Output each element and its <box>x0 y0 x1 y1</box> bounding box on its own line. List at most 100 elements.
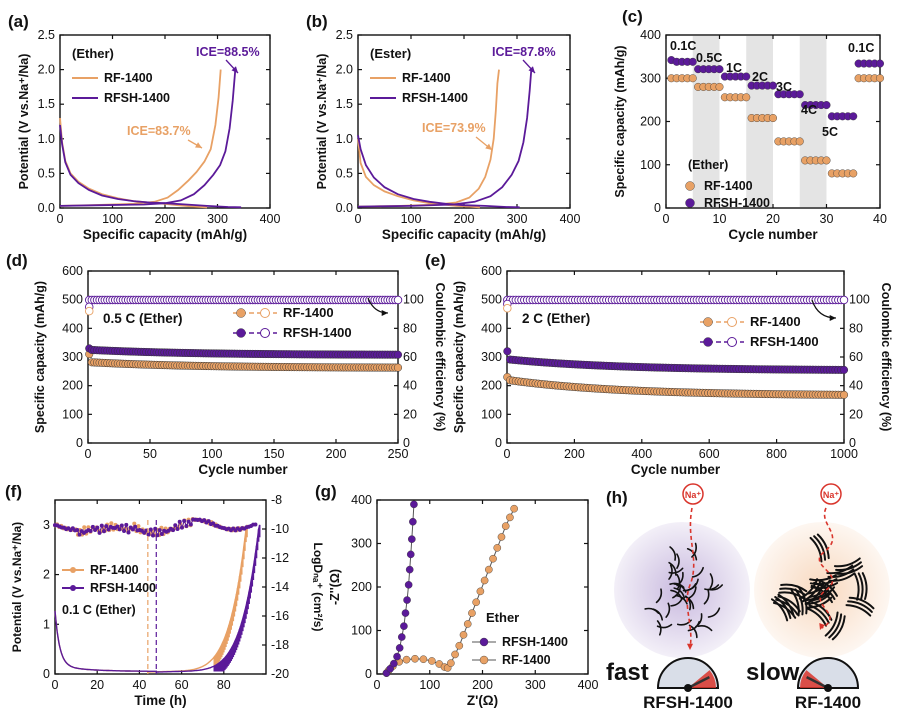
legend-label: RFSH-1400 <box>402 91 468 105</box>
nyquist-point-rf-1400 <box>455 641 464 650</box>
graphitic-layer <box>857 572 864 601</box>
efficiency-point <box>393 295 403 305</box>
rate-label: 0.1C <box>848 41 874 55</box>
y-axis-label: -Z''(Ω) <box>328 569 342 605</box>
diffusion-point <box>177 519 182 524</box>
legend-marker-open <box>260 328 270 338</box>
nyquist-point-rfsh-1400 <box>408 535 416 543</box>
y-tick-label: 400 <box>62 321 83 335</box>
diffusion-point <box>253 522 258 527</box>
panel-label: (c) <box>622 7 643 26</box>
graphitic-layer <box>813 535 827 561</box>
graphitic-layer <box>848 596 875 610</box>
arrow-head <box>195 142 202 148</box>
panel-label: (b) <box>306 12 328 31</box>
legend-label: RF-1400 <box>704 179 753 193</box>
diffusion-point <box>104 524 109 529</box>
y2-tick-label: 20 <box>403 407 417 421</box>
nyquist-point-rfsh-1400 <box>386 664 394 673</box>
y-tick-label: 100 <box>351 624 372 638</box>
legend-title: Ether <box>486 610 519 625</box>
rate-point-rf-1400 <box>822 156 831 165</box>
nyquist-line-rf-1400 <box>386 508 515 674</box>
y2-tick-label: -18 <box>271 638 289 652</box>
x-tick-label: 40 <box>132 678 146 692</box>
diffusion-point <box>122 528 127 533</box>
y-axis-label: Potential (V vs.Na⁺/Na) <box>17 54 31 190</box>
nyquist-point-rf-1400 <box>476 587 485 596</box>
graphitic-layer <box>809 536 823 563</box>
ion-path-fast <box>686 507 695 649</box>
arrow-head <box>686 643 694 650</box>
y-tick-label: 0.5 <box>38 166 55 180</box>
y2-tick-label: 80 <box>849 321 863 335</box>
y-axis-label: Specific capacity (mAh/g) <box>452 281 466 433</box>
diffusion-point <box>132 521 137 526</box>
rate-point-rfsh-1400 <box>742 72 751 81</box>
y2-tick-label: 40 <box>849 379 863 393</box>
carbon-strand <box>691 542 697 558</box>
rate-point-rf-1400 <box>795 137 804 146</box>
diffusion-point <box>150 533 155 538</box>
nyquist-point-rfsh-1400 <box>401 609 410 617</box>
y-tick-label: 300 <box>62 350 83 364</box>
graphitic-layer <box>816 533 830 560</box>
x-tick-label: 400 <box>560 212 581 226</box>
y2-tick-label: 40 <box>403 379 417 393</box>
y-tick-label: 0 <box>43 667 50 681</box>
y2-tick-label: 0 <box>403 436 410 450</box>
nyquist-point-rf-1400 <box>463 620 472 628</box>
legend-title: (Ether) <box>72 46 114 61</box>
rate-label: 0.1C <box>670 39 696 53</box>
carbon-strand <box>670 597 684 607</box>
graphitic-layer <box>777 593 795 617</box>
chart-f: 0 20 40 60 80 0 1 2 3 -20 -18 -16 -14 -12 -10 -8 Time (h… <box>5 482 325 708</box>
y2-tick-label: 20 <box>849 407 863 421</box>
y-tick-label: 300 <box>351 537 372 551</box>
arrow-head <box>231 66 238 73</box>
y2-tick-label: 60 <box>849 350 863 364</box>
x-axis-label: Cycle number <box>728 227 818 242</box>
nyquist-point-rfsh-1400 <box>405 565 414 574</box>
condition-label: 0.5 C (Ether) <box>103 311 183 326</box>
y-tick-label: 1.5 <box>336 97 353 111</box>
nyquist-point-rf-1400 <box>447 659 455 667</box>
legend-title: (Ether) <box>688 158 728 172</box>
x-tick-label: 400 <box>260 212 281 226</box>
efficiency-point <box>839 295 849 305</box>
diffusion-point <box>88 529 93 534</box>
speed-label: slow <box>746 659 800 686</box>
rate-label: 1C <box>726 61 742 75</box>
x-tick-label: 50 <box>143 447 157 461</box>
x-axis-label: Cycle number <box>198 462 288 477</box>
y-axis-label: Potential (V vs.Na⁺/Na) <box>315 54 329 190</box>
nyquist-point-rfsh-1400 <box>406 550 415 559</box>
capacity-point-rfsh-1400 <box>503 347 512 356</box>
y-tick-label: 1.0 <box>336 132 353 146</box>
nyquist-point-rf-1400 <box>493 544 502 552</box>
carbon-strand <box>691 566 704 578</box>
x-tick-label: 0 <box>355 212 362 226</box>
carbon-strand <box>669 546 677 561</box>
legend-title: (Ester) <box>370 46 411 61</box>
y2-tick-label: -10 <box>271 522 289 536</box>
y-tick-label: 600 <box>481 264 502 278</box>
carbon-strand <box>673 587 686 599</box>
nyquist-point-rfsh-1400 <box>395 644 404 652</box>
y2-tick-label: 100 <box>403 293 424 307</box>
chart-b: 0 100 200 300 400 0.0 0.5 1.0 1.5 2.0 2.5 Specific … <box>306 12 580 242</box>
rate-label: 0.5C <box>696 51 722 65</box>
y-tick-label: 2 <box>43 568 50 582</box>
diffusion-point <box>188 522 193 527</box>
nyquist-point-rf-1400 <box>506 513 514 522</box>
nyquist-point-rf-1400 <box>489 554 497 563</box>
panel-label: (d) <box>6 251 28 270</box>
sodium-ion <box>820 483 842 505</box>
y2-axis-label: LogDₙₐ⁺ (cm²/s) <box>311 543 325 632</box>
x-tick-label: 0 <box>57 212 64 226</box>
diffusion-point <box>133 524 138 529</box>
y-tick-label: 200 <box>481 379 502 393</box>
ice-annotation: ICE=88.5% <box>196 45 260 59</box>
carbon-strand <box>704 584 720 591</box>
